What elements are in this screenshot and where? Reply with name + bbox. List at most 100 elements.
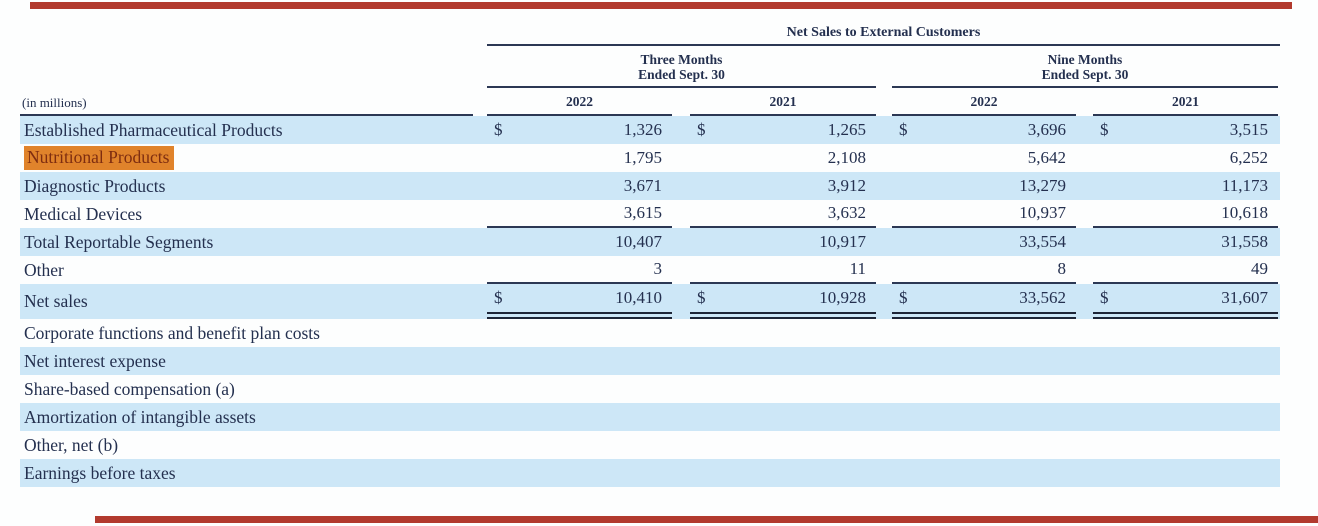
dollar-sign: $ (1100, 120, 1109, 139)
cell-value: 3 (653, 259, 663, 278)
row-label: Diagnostic Products (24, 175, 166, 196)
cell-value: 2,108 (827, 148, 866, 167)
row-label: Net interest expense (24, 350, 166, 371)
cell-value: 10,937 (1019, 203, 1066, 222)
value-cell (690, 431, 876, 459)
column-gap (1076, 403, 1093, 431)
table-row: Other, net (b) (20, 431, 1280, 459)
column-gap (1076, 144, 1093, 172)
cell-value: 3,632 (827, 203, 866, 222)
cell-value: 3,515 (1229, 120, 1268, 139)
dollar-sign: $ (697, 120, 706, 139)
dollar-sign: $ (697, 288, 706, 307)
column-gap (876, 228, 892, 256)
value-cell (487, 431, 672, 459)
column-gap (876, 459, 892, 487)
column-gap (1278, 200, 1280, 228)
value-cell (487, 459, 672, 487)
column-gap (1278, 256, 1280, 284)
table-row: Amortization of intangible assets (20, 403, 1280, 431)
value-cell: 10,937 (892, 200, 1076, 228)
column-gap (1076, 284, 1093, 319)
value-cell: 11,173 (1093, 172, 1278, 200)
column-gap (1278, 46, 1280, 88)
cell-value: 33,562 (1019, 288, 1066, 307)
row-label: Other, net (b) (24, 434, 119, 455)
column-gap (1278, 172, 1280, 200)
value-cell (690, 459, 876, 487)
column-gap (876, 284, 892, 319)
value-cell: $33,562 (892, 284, 1076, 319)
row-label-cell: Other (20, 256, 487, 284)
column-gap (1076, 347, 1093, 375)
column-gap (672, 88, 690, 116)
row-label: Net sales (24, 291, 88, 311)
column-gap (1278, 431, 1280, 459)
units-label-cell: (in millions) (20, 88, 487, 116)
column-gap (1278, 116, 1280, 144)
column-gap (876, 88, 892, 116)
units-label: (in millions) (20, 95, 473, 116)
value-cell: 31,558 (1093, 228, 1278, 256)
value-cell (892, 375, 1076, 403)
column-gap (1278, 144, 1280, 172)
table-row: Other 3 11 8 49 (20, 256, 1280, 284)
table-row: Diagnostic Products 3,671 3,912 13,279 11,17… (20, 172, 1280, 200)
column-gap (1076, 200, 1093, 228)
value-cell (690, 319, 876, 347)
bottom-edge-red-bar (95, 516, 1318, 523)
column-gap (1278, 88, 1280, 116)
cell-value: 11 (849, 259, 866, 278)
cell-value: 1,795 (623, 148, 662, 167)
year-header-2022-q: 2022 (487, 88, 672, 116)
cell-value: 3,912 (827, 176, 866, 195)
column-gap (1076, 256, 1093, 284)
cell-value: 31,558 (1221, 232, 1268, 251)
value-cell: 8 (892, 256, 1076, 284)
row-label-cell: Medical Devices (20, 200, 487, 228)
row-label-cell: Amortization of intangible assets (20, 403, 487, 431)
dollar-sign: $ (494, 288, 503, 307)
column-gap (1278, 459, 1280, 487)
period-group-header-row: Three Months Ended Sept. 30 Nine Months … (20, 46, 1280, 88)
dollar-sign: $ (1100, 288, 1109, 307)
table-row: Established Pharmaceutical Products $1,32… (20, 116, 1280, 144)
column-gap (876, 431, 892, 459)
column-gap (1076, 431, 1093, 459)
value-cell: 5,642 (892, 144, 1076, 172)
year-header-2021-ytd: 2021 (1093, 88, 1278, 116)
column-gap (1278, 347, 1280, 375)
table-row: Corporate functions and benefit plan cos… (20, 319, 1280, 347)
column-gap (1076, 88, 1093, 116)
column-gap (876, 347, 892, 375)
dollar-sign: $ (899, 120, 908, 139)
column-gap (672, 172, 690, 200)
table-row: Share-based compensation (a) (20, 375, 1280, 403)
value-cell: 3,615 (487, 200, 672, 228)
column-gap (876, 256, 892, 284)
column-gap (876, 375, 892, 403)
value-cell: 13,279 (892, 172, 1076, 200)
highlighted-row-label: Nutritional Products (24, 146, 175, 170)
row-label: Established Pharmaceutical Products (24, 119, 283, 140)
value-cell: $1,265 (690, 116, 876, 144)
value-cell: 3,912 (690, 172, 876, 200)
column-gap (672, 459, 690, 487)
dollar-sign: $ (899, 288, 908, 307)
group-header-line: Three Months (640, 52, 723, 67)
cell-value: 8 (1057, 259, 1067, 278)
value-cell (1093, 319, 1278, 347)
value-cell (487, 403, 672, 431)
cell-value: 1,265 (827, 120, 866, 139)
column-gap (876, 46, 892, 88)
column-gap (1278, 284, 1280, 319)
value-cell: 49 (1093, 256, 1278, 284)
value-cell (690, 347, 876, 375)
column-gap (672, 228, 690, 256)
value-cell: $10,928 (690, 284, 876, 319)
column-gap (672, 144, 690, 172)
value-cell: 11 (690, 256, 876, 284)
table-header-row: Net Sales to External Customers (20, 24, 1280, 46)
group-header-line: Ended Sept. 30 (638, 67, 725, 82)
group-header-line: Nine Months (1047, 52, 1123, 67)
